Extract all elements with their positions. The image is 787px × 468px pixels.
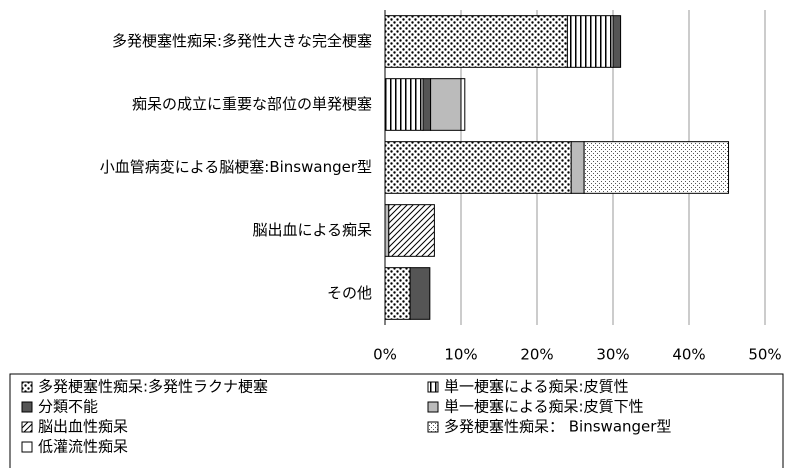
bar-segment	[384, 15, 568, 68]
bar-segment	[384, 204, 390, 257]
legend-swatch	[427, 381, 439, 393]
y-tick-label: 痴呆の成立に重要な部位の単発梗塞	[132, 95, 372, 113]
legend-swatch	[21, 441, 33, 453]
bar-segment	[566, 15, 614, 68]
bar-segment	[460, 78, 466, 131]
bar-segment	[384, 78, 424, 131]
legend-label: 多発梗塞性痴呆:多発性ラクナ梗塞	[38, 378, 268, 396]
bar-segment	[422, 78, 432, 131]
legend-label: 低灌流性痴呆	[38, 438, 128, 456]
x-tick-label: 40%	[672, 346, 705, 364]
legend-box	[9, 373, 784, 468]
y-tick-label: その他	[327, 284, 372, 302]
legend-label: 多発梗塞性痴呆： Binswanger型	[444, 418, 671, 436]
y-tick-label: 小血管病変による脳梗塞:Binswanger型	[100, 158, 372, 176]
legend-swatch	[21, 381, 33, 393]
bar-segment	[409, 267, 431, 320]
x-tick-label: 30%	[596, 346, 629, 364]
legend-swatch	[21, 401, 33, 413]
bar-segment	[384, 267, 411, 320]
x-tick-label: 10%	[444, 346, 477, 364]
legend-swatch	[21, 421, 33, 433]
x-tick-label: 0%	[373, 346, 397, 364]
y-tick-label: 脳出血による痴呆	[252, 221, 372, 239]
legend-label: 単一梗塞による痴呆:皮質下性	[444, 398, 644, 416]
bar-segment	[384, 141, 572, 194]
legend-label: 分類不能	[38, 398, 98, 416]
x-tick-label: 50%	[748, 346, 781, 364]
bar-segment	[583, 141, 730, 194]
bar-segment	[430, 78, 462, 131]
legend-label: 単一梗塞による痴呆:皮質性	[444, 378, 629, 396]
x-tick-label: 20%	[520, 346, 553, 364]
y-tick-label: 多発梗塞性痴呆:多発性大きな完全梗塞	[112, 32, 372, 50]
bar-segment	[612, 15, 622, 68]
legend-label: 脳出血性痴呆	[38, 418, 128, 436]
bar-segment	[570, 141, 585, 194]
legend-swatch	[427, 401, 439, 413]
legend-swatch	[427, 421, 439, 433]
bar-segment	[388, 204, 435, 257]
